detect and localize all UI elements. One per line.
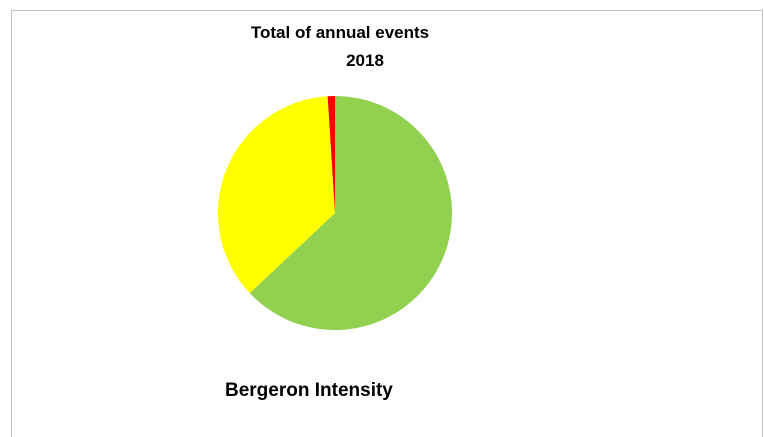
pie-slice-3 bbox=[327, 96, 335, 213]
chart-title: Total of annual events 2018 bbox=[0, 19, 680, 75]
pie-slices bbox=[218, 96, 453, 330]
chart-subtitle: Bergeron Intensity bbox=[225, 380, 393, 401]
chart-title-line-1: Total of annual events bbox=[250, 23, 430, 42]
pie-slice-1 bbox=[249, 96, 453, 330]
pie-slice-2 bbox=[218, 96, 335, 294]
chart-title-line-2: 2018 bbox=[346, 51, 384, 70]
